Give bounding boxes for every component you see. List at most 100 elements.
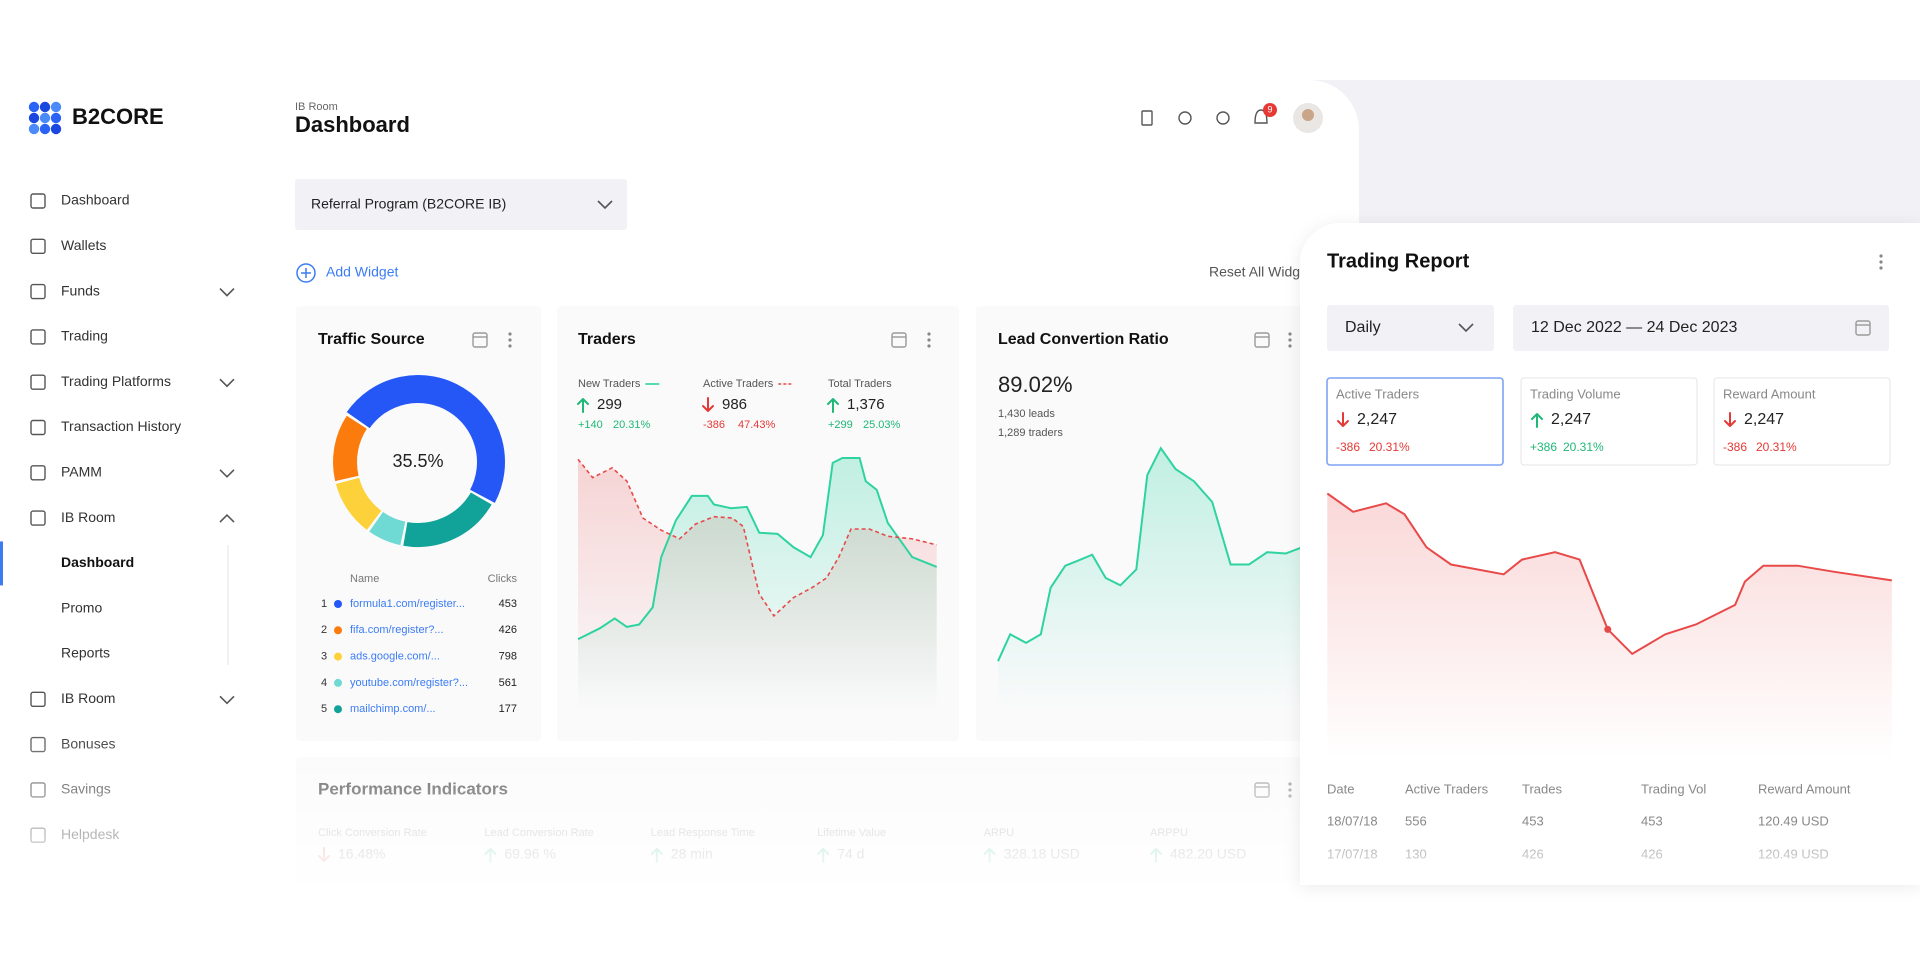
arrow-down [1724, 412, 1736, 427]
menu-icon [30, 283, 46, 300]
card-title: Trading Report [1327, 250, 1470, 272]
menu-icon [30, 510, 46, 526]
breadcrumb: IB Room [295, 101, 338, 113]
stat-label: Trading Volume [1530, 386, 1621, 401]
arrow-down [1337, 412, 1349, 427]
calendar-icon [472, 332, 488, 348]
stat-box[interactable] [1520, 377, 1698, 466]
add-icon[interactable] [296, 263, 316, 283]
menu-item[interactable]: Trading [61, 328, 108, 344]
stat-percent: 20.31% [613, 419, 651, 431]
menu-item[interactable]: Wallets [61, 237, 106, 253]
column-header: Reward Amount [1758, 781, 1851, 796]
menu-dot [1879, 260, 1883, 264]
stat-change: -386 [703, 419, 725, 431]
legend-dot [334, 678, 342, 687]
arrow-up [577, 398, 589, 413]
source-link[interactable]: fifa.com/register?... [350, 624, 444, 636]
menu-dot [1288, 344, 1292, 348]
menu-item[interactable]: Promo [61, 599, 102, 615]
menu-icon [30, 419, 46, 436]
column-header: Date [1327, 781, 1354, 796]
brand: B2CORE [72, 104, 164, 129]
legend-label: Active Traders [703, 378, 774, 390]
add-icon [301, 268, 311, 278]
fade-overlay [1300, 840, 1920, 885]
menu-item[interactable]: PAMM [61, 464, 102, 480]
menu-dot [1879, 254, 1883, 258]
row-number: 4 [321, 677, 327, 689]
logo-dot [28, 123, 40, 135]
legend-label: Total Traders [828, 378, 892, 390]
table-cell: 453 [1641, 813, 1663, 828]
chevron-down [219, 469, 235, 478]
menu-item[interactable]: Reports [61, 645, 110, 661]
column-header: Trading Vol [1641, 781, 1706, 796]
menu-icon [30, 329, 46, 345]
header-icon[interactable] [1216, 111, 1230, 125]
stat-change: +386 [1530, 440, 1557, 454]
avatar-face [1302, 109, 1314, 121]
menu-icon [30, 465, 46, 481]
menu-item[interactable]: Dashboard [61, 554, 134, 570]
menu-item[interactable]: Dashboard [61, 192, 130, 208]
menu-dot [927, 332, 931, 336]
clicks: 177 [499, 703, 517, 715]
select-value: Referral Program (B2CORE IB) [311, 196, 506, 212]
clicks: 561 [499, 677, 517, 689]
menu-item[interactable]: Trading Platforms [61, 373, 171, 389]
menu-dot [508, 332, 512, 336]
date-range[interactable] [1513, 305, 1889, 351]
period-select[interactable] [1327, 305, 1494, 351]
reset-widgets[interactable]: Reset All Widgets [1209, 264, 1319, 280]
menu-item[interactable]: Funds [61, 282, 100, 298]
area-green [998, 448, 1306, 710]
donut-segment [346, 375, 505, 503]
chevron-down [219, 378, 235, 388]
stat-change: -386 [1723, 440, 1747, 454]
menu-dot [927, 338, 931, 342]
menu-item[interactable]: Transaction History [61, 418, 181, 434]
table-cell: 556 [1405, 813, 1427, 828]
stat-value: 2,247 [1357, 411, 1397, 428]
row-number: 5 [321, 703, 327, 715]
donut-center: 35.5% [392, 451, 443, 471]
menu-item[interactable]: IB Room [61, 690, 115, 706]
source-link[interactable]: youtube.com/register?... [350, 677, 468, 689]
source-link[interactable]: mailchimp.com/... [350, 703, 436, 715]
logo-dot [50, 112, 62, 124]
stat-value: 1,376 [847, 396, 885, 413]
stat-label: Reward Amount [1723, 386, 1816, 401]
menu-item[interactable]: IB Room [61, 509, 115, 525]
line-green [577, 457, 938, 641]
notification-count: 9 [1267, 104, 1272, 114]
clicks: 426 [499, 624, 517, 636]
stat-box[interactable] [1326, 377, 1504, 466]
stat-percent: 20.31% [1369, 440, 1410, 454]
column-header: Active Traders [1405, 781, 1489, 796]
menu-icon [30, 238, 46, 255]
stat-percent: 20.31% [1563, 440, 1604, 454]
table-cell: 18/07/18 [1327, 813, 1378, 828]
bell-icon[interactable] [1254, 109, 1268, 124]
add-widget[interactable]: Add Widget [326, 264, 398, 280]
line-red [1326, 492, 1892, 656]
stat-value: 986 [722, 396, 747, 413]
menu-dot [1288, 332, 1292, 336]
line-red [577, 458, 937, 618]
logo-dot [28, 101, 40, 113]
calendar-icon [1254, 332, 1270, 348]
source-link[interactable]: ads.google.com/... [350, 651, 440, 663]
row-number: 1 [321, 598, 327, 610]
menu-icon [30, 374, 46, 390]
stat-box[interactable] [1713, 377, 1891, 466]
traders: 1,289 traders [998, 427, 1063, 439]
column-header: Trades [1522, 781, 1562, 796]
header-icon[interactable] [1141, 110, 1153, 126]
source-link[interactable]: formula1.com/register... [350, 598, 465, 610]
clicks: 453 [499, 598, 517, 610]
header-icon[interactable] [1178, 111, 1192, 125]
ratio-value: 89.02% [998, 372, 1073, 397]
program-select[interactable] [295, 179, 627, 230]
